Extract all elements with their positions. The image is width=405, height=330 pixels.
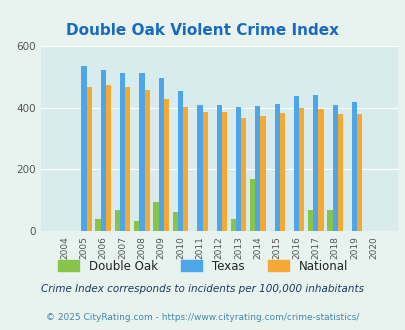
Bar [100, 70, 106, 231]
Bar [313, 95, 318, 231]
Bar [106, 85, 111, 231]
Bar [173, 212, 177, 231]
Bar [307, 210, 313, 231]
Bar [216, 105, 221, 231]
Bar [115, 210, 120, 231]
Bar [255, 106, 260, 231]
Bar [183, 107, 188, 231]
Bar [293, 96, 298, 231]
Bar [356, 114, 361, 231]
Bar [332, 105, 337, 231]
Bar [202, 112, 207, 231]
Bar [134, 221, 139, 231]
Text: Crime Index corresponds to incidents per 100,000 inhabitants: Crime Index corresponds to incidents per… [41, 284, 364, 294]
Bar [125, 87, 130, 231]
Bar [164, 99, 169, 231]
Bar [298, 108, 304, 231]
Bar [249, 179, 255, 231]
Bar [260, 116, 265, 231]
Bar [139, 73, 144, 231]
Bar [158, 78, 164, 231]
Bar [144, 90, 149, 231]
Bar [95, 219, 100, 231]
Bar [279, 113, 284, 231]
Bar [221, 112, 226, 231]
Text: © 2025 CityRating.com - https://www.cityrating.com/crime-statistics/: © 2025 CityRating.com - https://www.city… [46, 313, 359, 322]
Bar [318, 109, 323, 231]
Bar [235, 107, 241, 231]
Bar [81, 66, 86, 231]
Bar [120, 73, 125, 231]
Bar [86, 86, 92, 231]
Bar [177, 91, 183, 231]
Text: Double Oak Violent Crime Index: Double Oak Violent Crime Index [66, 23, 339, 38]
Bar [153, 202, 158, 231]
Bar [326, 210, 332, 231]
Bar [197, 105, 202, 231]
Bar [274, 104, 279, 231]
Bar [230, 219, 235, 231]
Bar [241, 118, 246, 231]
Bar [351, 102, 356, 231]
Bar [337, 114, 342, 231]
Legend: Double Oak, Texas, National: Double Oak, Texas, National [53, 255, 352, 278]
